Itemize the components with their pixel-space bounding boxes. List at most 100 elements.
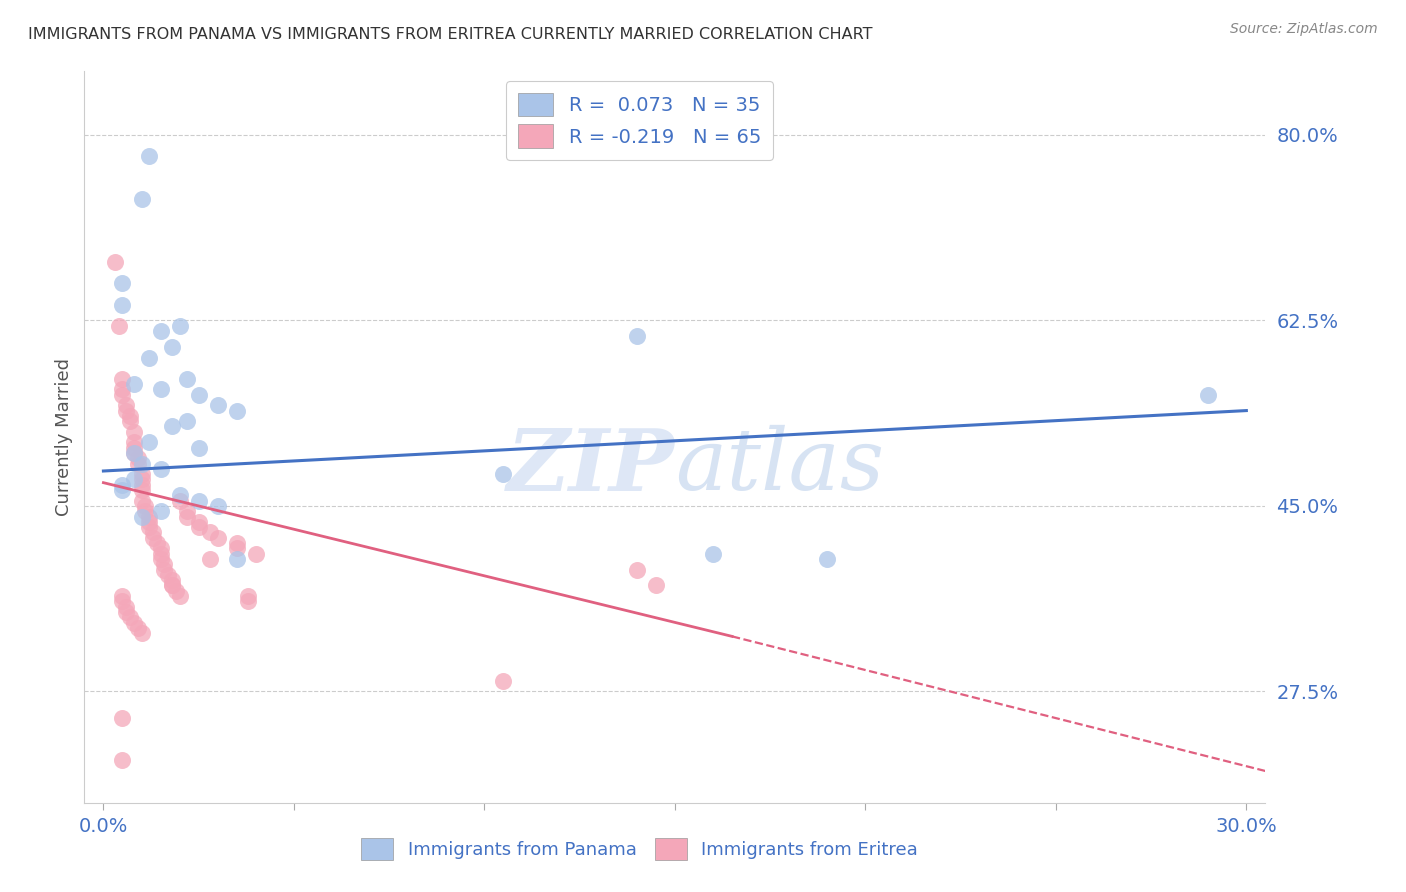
Point (142, 531, 165, 545)
Point (111, 753, 134, 767)
Point (131, 493, 153, 508)
Text: ZIP: ZIP (508, 425, 675, 508)
Point (111, 383, 134, 397)
Point (107, 318, 129, 333)
Point (111, 372, 134, 386)
Point (176, 414, 198, 428)
Point (702, 547, 724, 561)
Point (187, 387, 209, 401)
Point (149, 383, 172, 397)
Text: atlas: atlas (675, 425, 884, 508)
Point (127, 457, 149, 471)
Point (169, 493, 191, 508)
Point (1197, 387, 1219, 401)
Point (153, 558, 176, 572)
Point (492, 467, 515, 482)
Point (157, 567, 180, 582)
Point (111, 477, 134, 491)
Point (131, 626, 153, 640)
Point (122, 425, 145, 439)
Point (115, 605, 138, 619)
Point (187, 515, 209, 529)
Point (122, 441, 145, 455)
Text: Source: ZipAtlas.com: Source: ZipAtlas.com (1230, 22, 1378, 37)
Point (115, 599, 138, 614)
Point (138, 149, 160, 163)
Point (111, 711, 134, 725)
Point (225, 541, 247, 556)
Point (111, 297, 134, 311)
Point (120, 409, 142, 423)
Point (111, 483, 134, 497)
Point (169, 318, 191, 333)
Point (207, 398, 229, 412)
Point (160, 419, 183, 434)
Point (626, 329, 648, 343)
Point (149, 547, 172, 561)
Point (238, 594, 260, 608)
Point (149, 462, 172, 476)
Point (149, 541, 172, 556)
Point (160, 573, 183, 587)
Point (160, 340, 183, 354)
Point (198, 552, 221, 566)
Point (225, 403, 247, 417)
Point (238, 589, 260, 603)
Point (142, 525, 165, 540)
Point (207, 531, 229, 545)
Point (122, 435, 145, 450)
Point (165, 583, 187, 598)
Point (187, 520, 209, 534)
Point (120, 610, 142, 624)
Point (149, 324, 172, 338)
Point (176, 372, 198, 386)
Point (138, 435, 160, 450)
Point (160, 578, 183, 592)
Point (134, 499, 156, 513)
Point (149, 504, 172, 518)
Point (131, 473, 153, 487)
Point (187, 493, 209, 508)
Point (131, 192, 153, 206)
Point (138, 509, 160, 524)
Point (111, 277, 134, 291)
Point (169, 488, 191, 502)
Point (149, 552, 172, 566)
Point (145, 536, 167, 550)
Point (626, 563, 648, 577)
Y-axis label: Currently Married: Currently Married (55, 358, 73, 516)
Point (198, 525, 221, 540)
Point (187, 441, 209, 455)
Point (122, 446, 145, 460)
Point (115, 398, 138, 412)
Point (115, 403, 138, 417)
Point (153, 563, 176, 577)
Point (815, 552, 838, 566)
Point (492, 673, 515, 688)
Point (122, 446, 145, 460)
Point (176, 504, 198, 518)
Point (131, 509, 153, 524)
Point (131, 483, 153, 497)
Point (122, 473, 145, 487)
Point (111, 589, 134, 603)
Point (120, 414, 142, 428)
Point (127, 621, 149, 635)
Point (644, 578, 666, 592)
Point (225, 536, 247, 550)
Point (122, 377, 145, 392)
Point (138, 351, 160, 365)
Point (134, 504, 156, 518)
Text: IMMIGRANTS FROM PANAMA VS IMMIGRANTS FROM ERITREA CURRENTLY MARRIED CORRELATION : IMMIGRANTS FROM PANAMA VS IMMIGRANTS FRO… (28, 27, 873, 42)
Point (138, 520, 160, 534)
Point (131, 457, 153, 471)
Point (207, 499, 229, 513)
Point (138, 515, 160, 529)
Point (225, 552, 247, 566)
Point (104, 255, 127, 269)
Point (131, 477, 153, 491)
Point (131, 467, 153, 482)
Point (160, 578, 183, 592)
Point (127, 451, 149, 466)
Point (245, 547, 267, 561)
